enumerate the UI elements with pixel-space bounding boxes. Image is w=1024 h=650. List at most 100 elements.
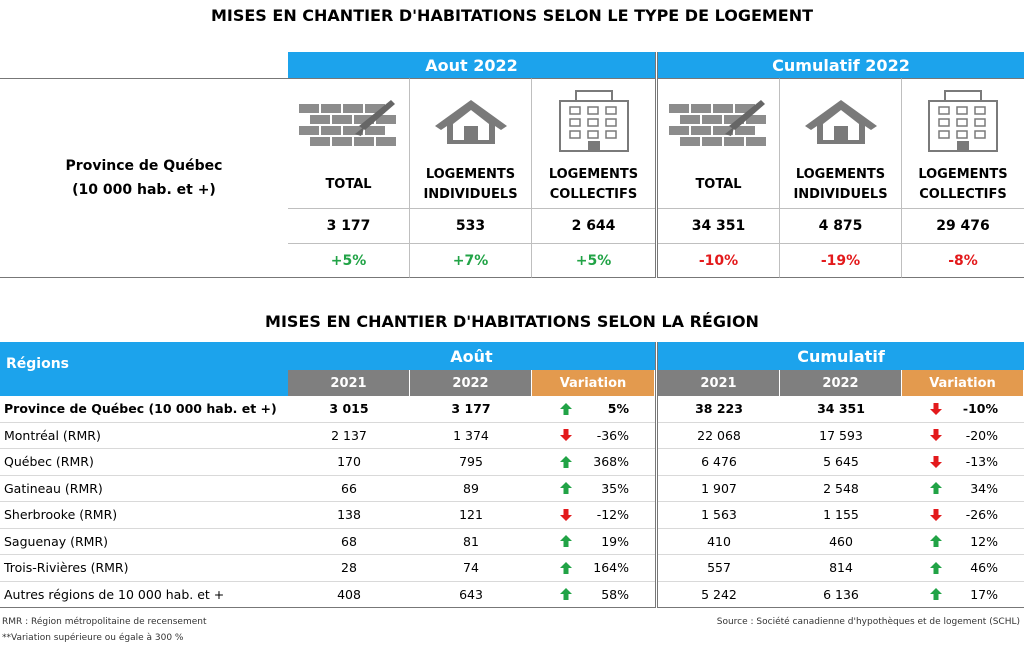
number-cell: 5 242 xyxy=(658,582,780,608)
value-cell: 4 875 xyxy=(780,208,902,243)
variation-value: 19% xyxy=(572,529,655,555)
number-cell: 138 xyxy=(288,502,410,529)
source-note: Source : Société canadienne d'hypothèque… xyxy=(716,617,1020,627)
variation-cell: +5% xyxy=(288,243,410,278)
column-header: 2022 xyxy=(410,370,532,396)
number-cell: 2 548 xyxy=(780,476,902,502)
variation-cell: +7% xyxy=(410,243,532,278)
number-cell: 1 155 xyxy=(780,502,902,529)
trend-arrow xyxy=(902,555,942,582)
column-label: LOGEMENTS INDIVIDUELS xyxy=(410,162,532,208)
number-cell: 1 374 xyxy=(410,423,532,449)
number-cell: 408 xyxy=(288,582,410,608)
number-cell: 66 xyxy=(288,476,410,502)
variation-value: -13% xyxy=(942,449,1024,476)
variation-value: 12% xyxy=(942,529,1024,555)
trend-arrow xyxy=(902,529,942,555)
trend-arrow xyxy=(532,502,572,529)
variation-value: -36% xyxy=(572,423,655,449)
number-cell: 557 xyxy=(658,555,780,582)
trend-arrow xyxy=(532,582,572,608)
value-cell: 3 177 xyxy=(288,208,410,243)
group-header: Août xyxy=(288,342,655,370)
column-label: TOTAL xyxy=(658,162,780,208)
variation-value: 58% xyxy=(572,582,655,608)
number-cell: 410 xyxy=(658,529,780,555)
region-name: Province de Québec (10 000 hab. et +) xyxy=(0,396,288,423)
group-header: Cumulatif 2022 xyxy=(658,52,1024,78)
trend-arrow xyxy=(902,423,942,449)
column-header: 2022 xyxy=(780,370,902,396)
trend-arrow xyxy=(902,502,942,529)
trend-arrow xyxy=(532,449,572,476)
column-label: TOTAL xyxy=(288,162,410,208)
number-cell: 6 136 xyxy=(780,582,902,608)
trend-arrow xyxy=(532,396,572,423)
number-cell: 74 xyxy=(410,555,532,582)
region-name: Saguenay (RMR) xyxy=(0,529,288,555)
trend-arrow xyxy=(902,582,942,608)
footnote: RMR : Région métropolitaine de recenseme… xyxy=(2,617,207,627)
number-cell: 28 xyxy=(288,555,410,582)
value-cell: 29 476 xyxy=(902,208,1024,243)
column-label: LOGEMENTS COLLECTIFS xyxy=(548,167,639,202)
variation-value: 368% xyxy=(572,449,655,476)
top-title: MISES EN CHANTIER D'HABITATIONS SELON LE… xyxy=(210,6,814,25)
variation-value: 34% xyxy=(942,476,1024,502)
number-cell: 2 137 xyxy=(288,423,410,449)
number-cell: 170 xyxy=(288,449,410,476)
region-name: Gatineau (RMR) xyxy=(0,476,288,502)
number-cell: 121 xyxy=(410,502,532,529)
variation-cell: -10% xyxy=(658,243,780,278)
variation-value: -12% xyxy=(572,502,655,529)
number-cell: 81 xyxy=(410,529,532,555)
number-cell: 5 645 xyxy=(780,449,902,476)
number-cell: 3 015 xyxy=(288,396,410,423)
trend-arrow xyxy=(532,476,572,502)
column-header: 2021 xyxy=(288,370,410,396)
number-cell: 34 351 xyxy=(780,396,902,423)
region-name: Sherbrooke (RMR) xyxy=(0,502,288,529)
row-label: Province de Québec (10 000 hab. et +) xyxy=(0,78,288,278)
region-name: Québec (RMR) xyxy=(0,449,288,476)
trend-arrow xyxy=(532,423,572,449)
icon-cell xyxy=(658,78,780,162)
variation-value: -10% xyxy=(942,396,1024,423)
trend-arrow xyxy=(902,396,942,423)
icon-cell xyxy=(780,78,902,162)
number-cell: 1 563 xyxy=(658,502,780,529)
number-cell: 68 xyxy=(288,529,410,555)
footnote: **Variation supérieure ou égale à 300 % xyxy=(2,633,184,643)
column-header: 2021 xyxy=(658,370,780,396)
trend-arrow xyxy=(532,529,572,555)
group-divider xyxy=(655,342,658,608)
trend-arrow xyxy=(532,555,572,582)
region-name: Autres régions de 10 000 hab. et + xyxy=(0,582,288,608)
region-name: Montréal (RMR) xyxy=(0,423,288,449)
icon-cell xyxy=(410,78,532,162)
number-cell: 6 476 xyxy=(658,449,780,476)
group-header: Aout 2022 xyxy=(288,52,655,78)
number-cell: 38 223 xyxy=(658,396,780,423)
variation-value: 5% xyxy=(572,396,655,423)
variation-cell: -19% xyxy=(780,243,902,278)
row-label-line: (10 000 hab. et +) xyxy=(72,182,216,198)
variation-value: 17% xyxy=(942,582,1024,608)
variation-value: -26% xyxy=(942,502,1024,529)
number-cell: 17 593 xyxy=(780,423,902,449)
trend-arrow xyxy=(902,449,942,476)
value-cell: 2 644 xyxy=(532,208,655,243)
number-cell: 1 907 xyxy=(658,476,780,502)
group-divider xyxy=(655,52,658,278)
group-header: Cumulatif xyxy=(658,342,1024,370)
number-cell: 814 xyxy=(780,555,902,582)
row-label-line: Province de Québec xyxy=(65,158,223,174)
variation-cell: -8% xyxy=(902,243,1024,278)
variation-value: 46% xyxy=(942,555,1024,582)
column-header: Variation xyxy=(902,370,1024,396)
number-cell: 460 xyxy=(780,529,902,555)
number-cell: 22 068 xyxy=(658,423,780,449)
icon-cell xyxy=(902,78,1024,162)
icon-cell xyxy=(532,78,655,162)
